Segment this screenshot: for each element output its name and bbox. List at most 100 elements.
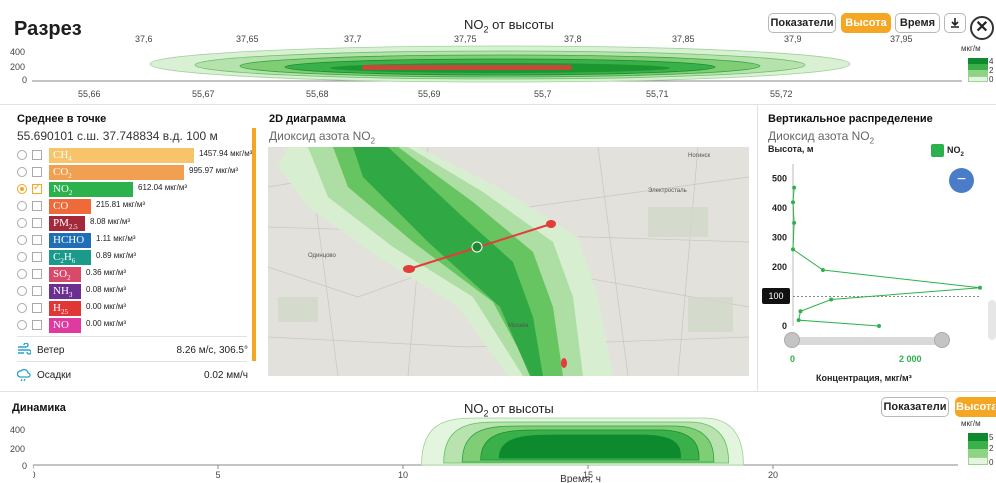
dyn-y-tick: 400 xyxy=(10,425,26,435)
pollutant-name: NO xyxy=(53,319,69,331)
pollutant-radio[interactable] xyxy=(17,303,27,313)
x-tick: 5 xyxy=(215,470,220,480)
close-button[interactable]: ✕ xyxy=(970,16,994,40)
dispersion-map[interactable]: Ногинск Электросталь Одинцово Москва xyxy=(268,147,749,376)
pollutant-row[interactable]: HCHO 1.11 мкг/м³ xyxy=(17,232,257,249)
top-chart-title: NO2 от высоты xyxy=(464,17,554,35)
top-height-profile-chart xyxy=(32,45,962,83)
longitude-tick: 37,95 xyxy=(890,34,913,44)
dyn-y-tick: 200 xyxy=(10,444,26,454)
data-point xyxy=(796,318,801,323)
slider-handle-min[interactable] xyxy=(784,332,800,348)
precip-label: Осадки xyxy=(37,370,72,381)
pollutant-name: CO xyxy=(53,166,69,178)
scrollbar[interactable] xyxy=(988,300,996,340)
x-tick: 2 000 xyxy=(899,354,922,364)
pollutant-checkbox[interactable] xyxy=(32,269,42,279)
data-point xyxy=(791,200,795,205)
pollutant-bar: H25 xyxy=(49,301,81,316)
top-y-tick: 0 xyxy=(22,75,28,85)
pollutant-value: 0.08 мкг/м³ xyxy=(86,285,127,294)
pollutant-radio[interactable] xyxy=(17,252,27,262)
y-tick: 300 xyxy=(772,233,787,243)
slider-handle-max[interactable] xyxy=(934,332,950,348)
map-panel-subtitle: Диоксид азота NO2 xyxy=(269,129,376,146)
pollutant-radio[interactable] xyxy=(17,184,27,194)
map-place-label: Москва xyxy=(508,323,529,329)
concentration-contour xyxy=(498,434,681,459)
vertical-panel-heading: Вертикальное распределение xyxy=(768,113,933,125)
pollutant-checkbox[interactable] xyxy=(32,182,42,194)
pollutant-checkbox[interactable] xyxy=(32,286,42,296)
longitude-tick: 37,9 xyxy=(784,34,802,44)
pollutant-row[interactable]: NH3 0.08 мкг/м³ xyxy=(17,283,257,300)
y-tick: 500 xyxy=(772,174,787,184)
dynamics-height-button[interactable]: Высота xyxy=(955,397,996,417)
vertical-x-axis-label: Концентрация, мкг/м³ xyxy=(816,373,912,383)
pollutant-checkbox[interactable] xyxy=(32,320,42,330)
latitude-tick: 55,66 xyxy=(78,89,101,99)
pollutant-bar: CH4 xyxy=(49,148,194,163)
map-place-label: Одинцово xyxy=(308,253,337,259)
pollutant-name: NO xyxy=(53,183,69,195)
pollutant-row[interactable]: NO 0.00 мкг/м³ xyxy=(17,317,257,334)
pollutant-checkbox[interactable] xyxy=(32,218,42,228)
pollutant-row[interactable]: C2H6 0.89 мкг/м³ xyxy=(17,249,257,266)
pollutant-radio[interactable] xyxy=(17,269,27,279)
dynamics-indicators-button[interactable]: Показатели xyxy=(881,397,949,417)
point-panel-heading: Среднее в точке xyxy=(17,113,107,125)
pollutant-checkbox[interactable] xyxy=(32,201,42,211)
pollutant-row[interactable]: SO2 0.36 мкг/м³ xyxy=(17,266,257,283)
panel-accent-bar xyxy=(252,128,256,361)
data-point xyxy=(877,324,882,328)
pollutant-checkbox[interactable] xyxy=(32,150,42,160)
pollutant-radio[interactable] xyxy=(17,201,27,211)
data-point xyxy=(820,268,825,273)
download-button[interactable] xyxy=(944,13,966,33)
pollutant-checkbox[interactable] xyxy=(32,252,42,262)
pollutant-bar: NH3 xyxy=(49,284,81,299)
latitude-tick: 55,71 xyxy=(646,89,669,99)
pollutant-radio[interactable] xyxy=(17,150,27,160)
x-axis-label: Время, ч xyxy=(560,474,601,483)
close-icon: ✕ xyxy=(975,19,989,36)
zoom-out-button[interactable]: − xyxy=(949,168,974,193)
vertical-y-axis-label: Высота, м xyxy=(768,144,814,154)
height-marker[interactable]: 100 xyxy=(762,288,790,304)
x-tick: 10 xyxy=(398,470,408,480)
indicators-button[interactable]: Показатели xyxy=(768,13,836,33)
pollutant-radio[interactable] xyxy=(17,286,27,296)
pollutant-row[interactable]: NO2 612.04 мкг/м³ xyxy=(17,181,257,198)
pollutant-radio[interactable] xyxy=(17,167,27,177)
pollutant-row[interactable]: CO 215.81 мкг/м³ xyxy=(17,198,257,215)
pollutant-row[interactable]: CO2 995.97 мкг/м³ xyxy=(17,164,257,181)
pollutant-checkbox[interactable] xyxy=(32,235,42,245)
pollutant-bar: HCHO xyxy=(49,233,91,248)
longitude-tick: 37,65 xyxy=(236,34,259,44)
pollutant-radio[interactable] xyxy=(17,218,27,228)
pollutant-value: 8.08 мкг/м³ xyxy=(90,217,131,226)
download-icon xyxy=(951,18,959,28)
pollutant-bar: SO2 xyxy=(49,267,81,282)
pollutant-checkbox[interactable] xyxy=(32,167,42,177)
longitude-tick: 37,7 xyxy=(344,34,362,44)
point-coordinates: 55.690101 с.ш. 37.748834 в.д. 100 м xyxy=(17,129,218,143)
pollutant-value: 1.11 мкг/м³ xyxy=(96,234,136,243)
concentration-range-slider[interactable] xyxy=(788,337,946,345)
pollutant-value: 1457.94 мкг/м³ xyxy=(199,149,253,158)
pollutant-row[interactable]: H25 0.00 мкг/м³ xyxy=(17,300,257,317)
pollutant-value: 995.97 мкг/м³ xyxy=(189,166,238,175)
pollutant-row[interactable]: PM2.5 8.08 мкг/м³ xyxy=(17,215,257,232)
longitude-tick: 37,75 xyxy=(454,34,477,44)
pollutant-bar: C2H6 xyxy=(49,250,91,265)
pollutant-radio[interactable] xyxy=(17,235,27,245)
pollutant-value: 612.04 мкг/м³ xyxy=(138,183,187,192)
time-button[interactable]: Время xyxy=(895,13,940,33)
pollutant-checkbox[interactable] xyxy=(32,303,42,313)
data-point xyxy=(792,220,797,225)
pollutant-row[interactable]: CH4 1457.94 мкг/м³ xyxy=(17,147,257,164)
x-tick: 0 xyxy=(790,354,796,364)
pollutant-radio[interactable] xyxy=(17,320,27,330)
height-button[interactable]: Высота xyxy=(841,13,891,33)
vertical-panel-subtitle: Диоксид азота NO2 xyxy=(768,129,875,146)
